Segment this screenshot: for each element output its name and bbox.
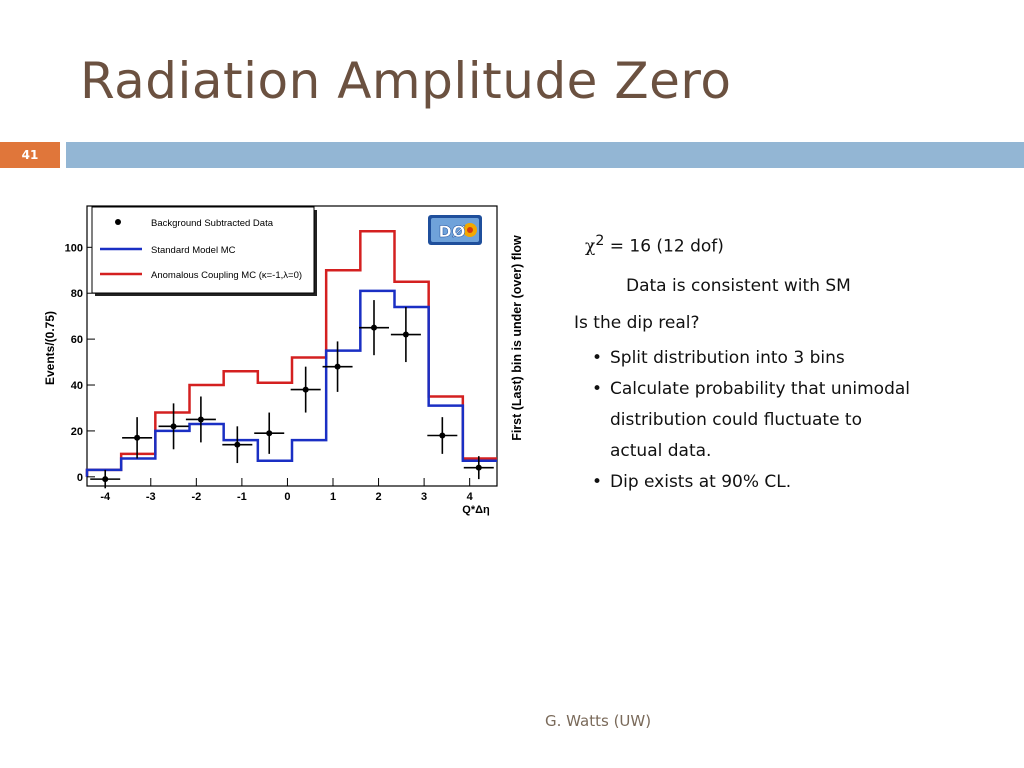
y-tick-label: 80 <box>71 288 83 300</box>
data-point <box>222 426 253 464</box>
x-tick-label: -3 <box>146 491 156 503</box>
data-point <box>322 341 353 392</box>
step-histograms <box>85 229 497 477</box>
chi-square-text: χ2 = 16 (12 dof) <box>585 233 724 257</box>
x-tick-label: 3 <box>421 491 427 503</box>
data-marker <box>234 441 241 448</box>
y-tick-label: 60 <box>71 334 83 346</box>
bullet-item: Dip exists at 90% CL. <box>590 467 910 498</box>
legend-label-data: Background Subtracted Data <box>151 218 274 229</box>
x-tick-label: 4 <box>467 491 474 503</box>
data-marker <box>334 363 341 370</box>
data-point <box>122 417 153 459</box>
right-axis-label: First (Last) bin is under (over) flow <box>510 235 524 441</box>
header-bar <box>66 142 1024 168</box>
y-tick-label: 40 <box>71 380 83 392</box>
data-marker <box>134 434 141 441</box>
d0-logo: DØ <box>428 215 482 245</box>
data-marker <box>197 416 204 423</box>
data-marker <box>266 430 273 437</box>
data-marker <box>170 423 177 430</box>
data-point <box>158 403 189 450</box>
legend-entry-anomalous: Anomalous Coupling MC (κ=-1,λ=0) <box>100 270 302 281</box>
chi-value: = 16 (12 dof) <box>604 236 724 257</box>
legend-label-anomalous: Anomalous Coupling MC (κ=-1,λ=0) <box>151 270 302 281</box>
legend-entry-data: Background Subtracted Data <box>115 218 274 229</box>
data-marker <box>475 464 482 471</box>
data-marker <box>371 324 377 331</box>
x-tick-label: -4 <box>100 491 111 503</box>
x-tick-label: 0 <box>284 491 290 503</box>
x-axis-label: Q*Δη <box>462 504 490 516</box>
bullet-list: Split distribution into 3 bins Calculate… <box>590 343 910 498</box>
slide-number: 41 <box>0 142 60 168</box>
chart-panel: -4 -3 -2 -1 0 1 2 3 4 0 20 40 60 80 100 Events/(0.75) … <box>42 198 532 520</box>
x-tick-label: 1 <box>330 491 336 503</box>
sm-mc-histogram <box>85 289 497 477</box>
y-tick-label: 20 <box>71 426 83 438</box>
y-axis-label: Events/(0.75) <box>43 311 57 385</box>
y-tick-label: 0 <box>77 472 83 484</box>
data-point <box>359 300 389 356</box>
data-marker <box>439 432 446 439</box>
y-tick-label: 100 <box>65 242 83 254</box>
consistency-statement: Data is consistent with SM <box>626 276 851 296</box>
data-marker <box>302 386 309 393</box>
data-point <box>185 396 216 443</box>
x-tick-label: -2 <box>191 491 201 503</box>
slide-title: Radiation Amplitude Zero <box>80 52 732 110</box>
data-point <box>463 456 494 480</box>
data-marker <box>402 331 409 338</box>
footer-author: G. Watts (UW) <box>545 712 652 730</box>
data-point <box>290 366 321 413</box>
data-points <box>90 300 494 489</box>
legend: Background Subtracted Data Standard Mode… <box>91 206 317 296</box>
chi-exponent: 2 <box>595 233 605 249</box>
data-point <box>390 306 421 363</box>
x-tick-label: 2 <box>375 491 381 503</box>
chi-symbol: χ <box>585 236 596 257</box>
legend-label-sm: Standard Model MC <box>151 245 236 256</box>
bullet-item: Calculate probability that unimodal dist… <box>590 374 910 467</box>
data-point <box>254 412 285 454</box>
x-tick-label: -1 <box>237 491 247 503</box>
dip-question: Is the dip real? <box>574 313 700 333</box>
bullet-item: Split distribution into 3 bins <box>590 343 910 374</box>
logo-text: DØ <box>439 222 466 241</box>
legend-entry-sm: Standard Model MC <box>100 245 236 256</box>
data-point <box>427 417 458 454</box>
